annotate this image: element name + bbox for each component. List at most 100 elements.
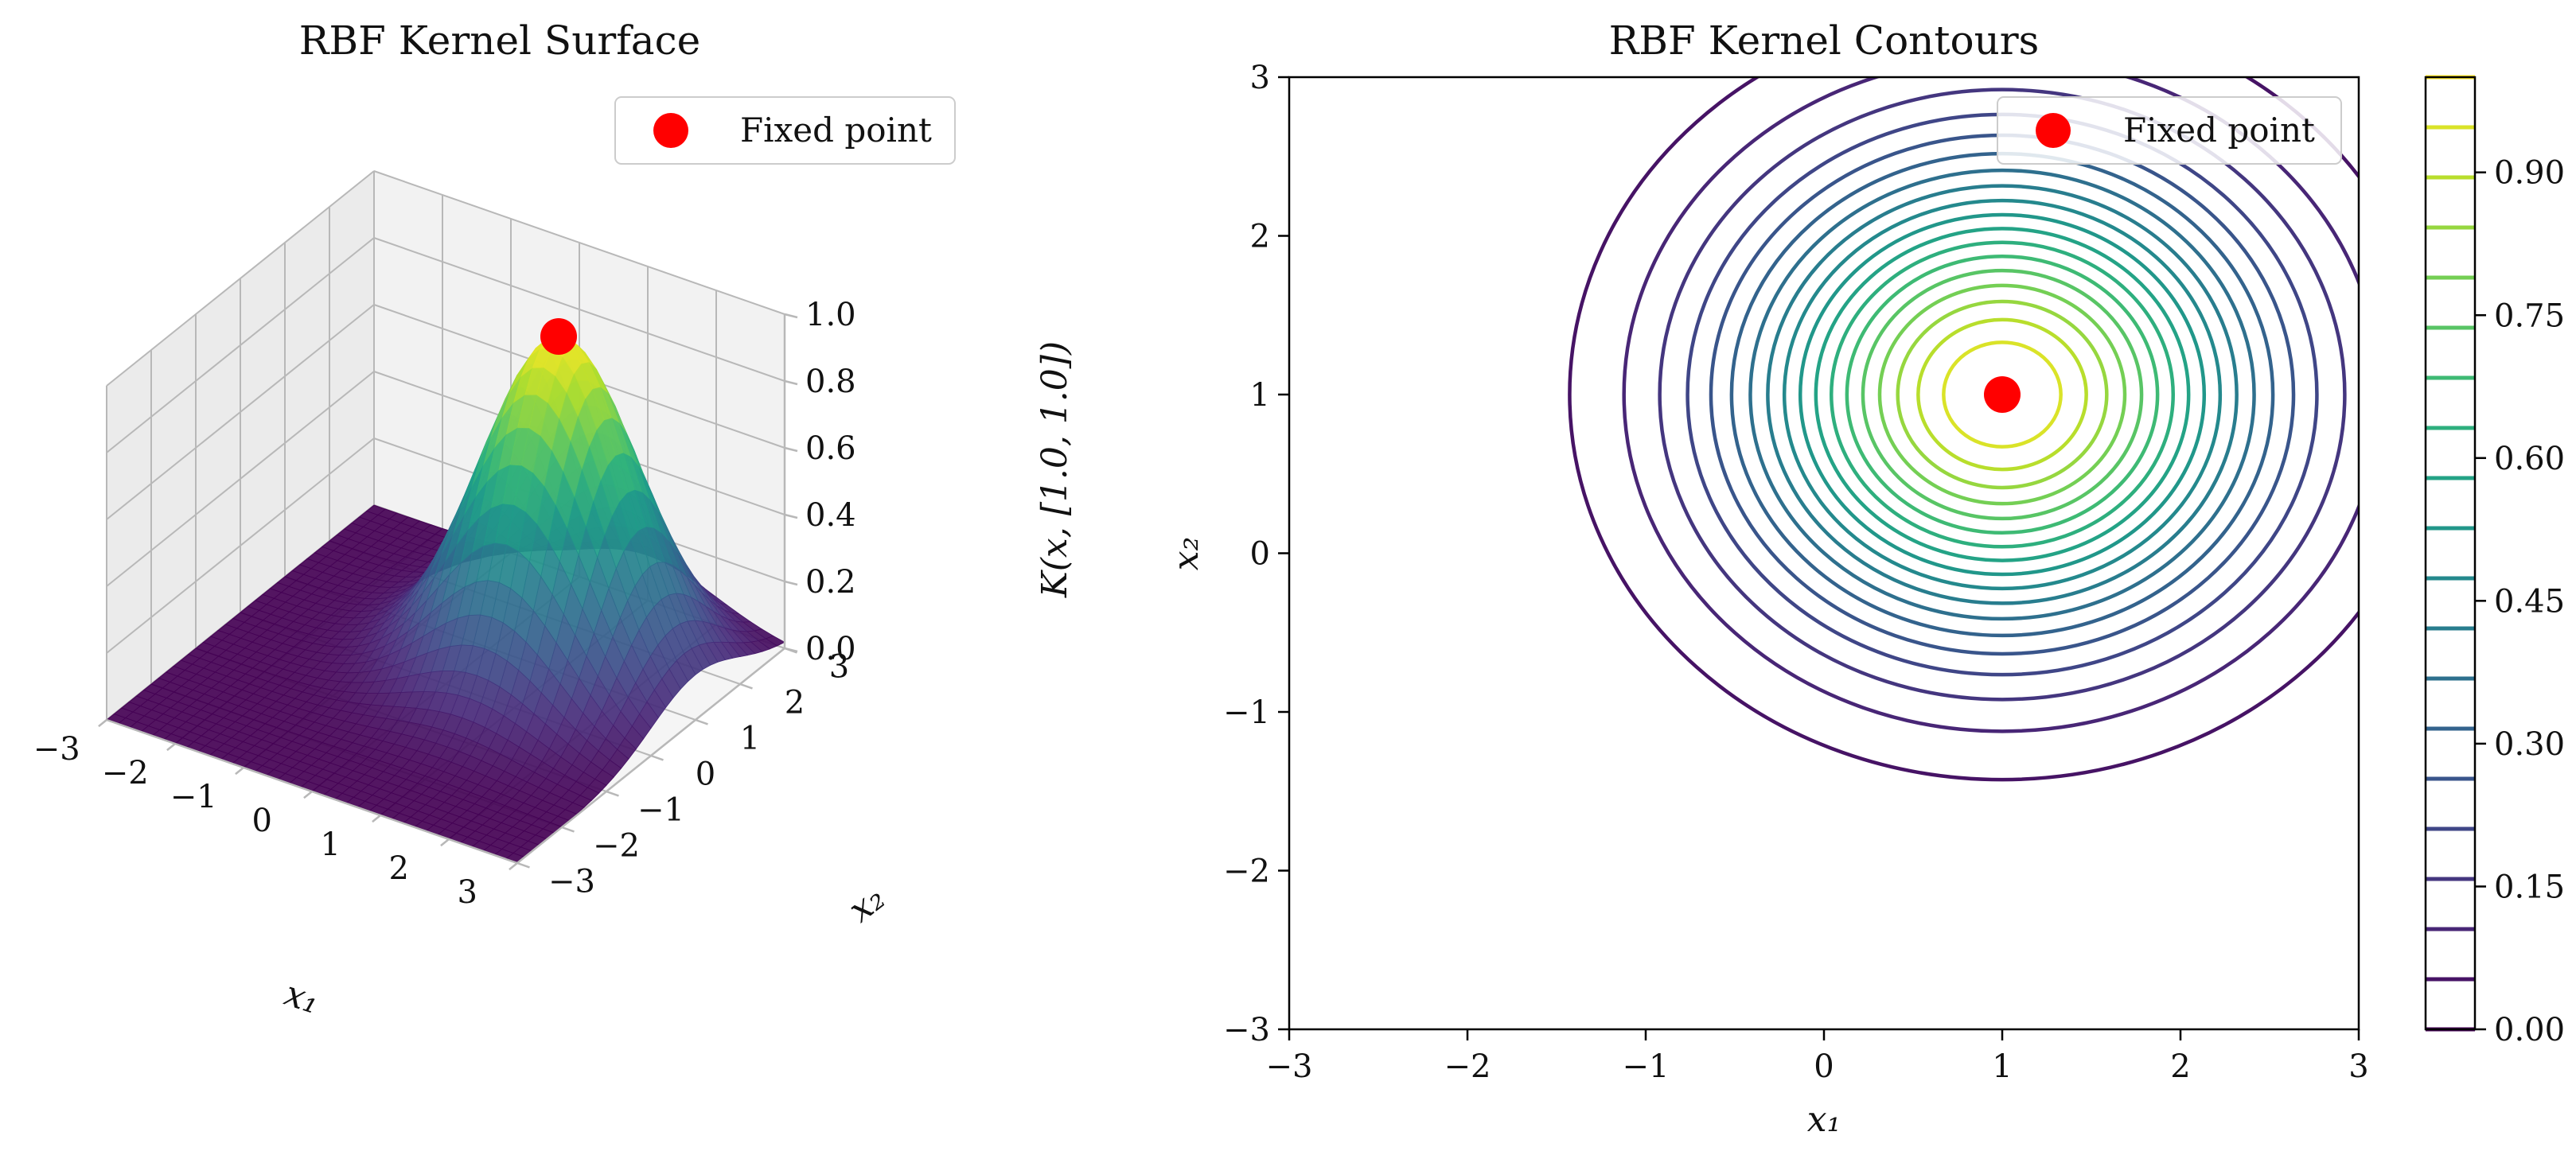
surface-y-tick-label: 0	[696, 756, 715, 793]
surface-x-tick	[372, 815, 381, 823]
surface-x-tick-label: 1	[320, 826, 340, 863]
surface-y-tick-label: 3	[829, 649, 849, 686]
contour-legend-label: Fixed point	[2123, 111, 2315, 150]
surface-y-tick-label: 1	[740, 721, 760, 757]
surface-x-tick	[440, 838, 450, 847]
surface-z-tick-label: 0.8	[805, 364, 856, 400]
surface-y-tick	[739, 682, 753, 690]
contour-x-tick-label: −1	[1623, 1048, 1670, 1085]
colorbar-tick-label: 0.45	[2494, 583, 2565, 620]
contour-x-tick-label: −2	[1444, 1048, 1491, 1085]
contour-level-line	[1845, 254, 2160, 535]
surface-gridline	[106, 237, 375, 453]
surface-z-tick	[784, 313, 798, 319]
surface-y-tick	[516, 861, 530, 869]
contour-legend: Fixed point	[1997, 96, 2342, 165]
contour-level-line	[1748, 168, 2256, 621]
surface-x-tick-label: −1	[170, 779, 217, 815]
contour-x-tick-label: 3	[2348, 1048, 2368, 1085]
contour-level-line	[1830, 240, 2175, 549]
surface-x-tick-label: 0	[251, 803, 271, 839]
surface-y-tick-label: 2	[785, 685, 805, 721]
surface-z-tick	[784, 513, 798, 519]
surface-zlabel: K(x, [1.0, 1.0])	[1035, 341, 1075, 598]
contour-xlabel: x₁	[1807, 1099, 1841, 1140]
contour-y-tick-label: −1	[1223, 694, 1270, 731]
surface-legend-marker	[653, 113, 688, 148]
surface-z-tick	[784, 580, 798, 586]
contour-ylabel: x₂	[1166, 537, 1206, 570]
surface-z-tick-label: 0.6	[805, 430, 856, 467]
surface-x-tick	[509, 862, 518, 871]
surface-x-tick-label: −3	[33, 731, 80, 768]
contour-level-line	[1766, 184, 2239, 605]
contour-y-tick-label: −3	[1223, 1012, 1270, 1048]
surface-mesh	[106, 336, 785, 864]
contour-legend-box	[1997, 96, 2342, 165]
contour-level-line	[1568, 77, 2359, 782]
colorbar: 0.00 0.15 0.30 0.45 0.60 0.75 0.90	[2424, 75, 2565, 1048]
colorbar-tick-label: 0.15	[2494, 869, 2565, 905]
contour-y-tick-label: 2	[1250, 219, 1270, 255]
contour-legend-marker	[2036, 113, 2071, 148]
contour-level-line	[1622, 77, 2359, 733]
surface-x-tick	[235, 767, 244, 776]
surface-y-tick	[561, 826, 575, 833]
surface-x-tick-label: 3	[457, 874, 477, 911]
surface-legend-label: Fixed point	[740, 111, 932, 150]
contour-level-line	[1814, 227, 2191, 562]
contour-title: RBF Kernel Contours	[1609, 18, 2040, 64]
contour-ticks: −3 −2 −1 0 1 2 3 −3 −2 −1 0 1 2 3	[1223, 60, 2369, 1085]
surface-y-tick-label: −3	[548, 864, 595, 900]
surface-x-tick-label: 2	[388, 850, 408, 887]
contour-level-line	[1877, 283, 2127, 506]
surface-z-tick-label: 1.0	[805, 297, 856, 333]
contour-level-line	[1861, 268, 2144, 521]
surface-x-tick	[98, 719, 107, 728]
surface-z-tick-label: 0.4	[805, 497, 856, 534]
contour-y-tick-label: −2	[1223, 854, 1270, 890]
contour-level-line	[1658, 88, 2347, 702]
surface-gridline	[373, 170, 785, 315]
surface-y-tick	[606, 790, 619, 797]
contour-level-line	[1942, 340, 2063, 449]
surface-z-tick-label: 0.2	[805, 564, 856, 601]
surface-x-tick	[166, 743, 176, 752]
surface-fixed-point-marker	[540, 318, 577, 355]
surface-gridline	[373, 237, 785, 382]
contour-level-line	[1782, 198, 2223, 591]
surface-gridline	[106, 438, 375, 654]
surface-gridline	[106, 371, 375, 587]
contour-x-tick-label: 0	[1814, 1048, 1834, 1085]
colorbar-tick-label: 0.90	[2494, 155, 2565, 192]
colorbar-tick-label: 0.75	[2494, 298, 2565, 334]
surface-y-tick-label: −1	[637, 792, 684, 829]
contour-y-tick-label: 0	[1250, 536, 1270, 573]
contour-y-tick-label: 1	[1250, 377, 1270, 414]
surface-xlabel: x₁	[279, 973, 324, 1022]
colorbar-frame	[2424, 76, 2477, 1031]
surface-title: RBF Kernel Surface	[299, 18, 700, 64]
contour-level-line	[1798, 212, 2207, 577]
surface-x-tick-label: −2	[102, 755, 149, 791]
surface-z-tick-label: 0.0	[805, 631, 856, 667]
surface-legend-box	[614, 96, 956, 165]
surface-z-tick	[784, 647, 798, 653]
surface-z-tick	[784, 446, 798, 453]
contour-level-line	[1896, 299, 2109, 490]
contour-fixed-point-marker	[1984, 376, 2021, 413]
surface-legend: Fixed point	[614, 96, 956, 165]
colorbar-level-lines	[2426, 75, 2475, 1032]
surface-ylabel: x₂	[841, 877, 893, 930]
surface-x-tick	[303, 791, 313, 799]
surface-gridline	[106, 304, 375, 520]
surface-gridline	[106, 170, 375, 387]
contour-x-tick-label: 1	[1992, 1048, 2012, 1085]
colorbar-ticks: 0.00 0.15 0.30 0.45 0.60 0.75 0.90	[2475, 155, 2565, 1048]
surface-y-tick	[695, 718, 708, 725]
surface-axes	[98, 313, 798, 871]
colorbar-tick-label: 0.00	[2494, 1012, 2565, 1048]
